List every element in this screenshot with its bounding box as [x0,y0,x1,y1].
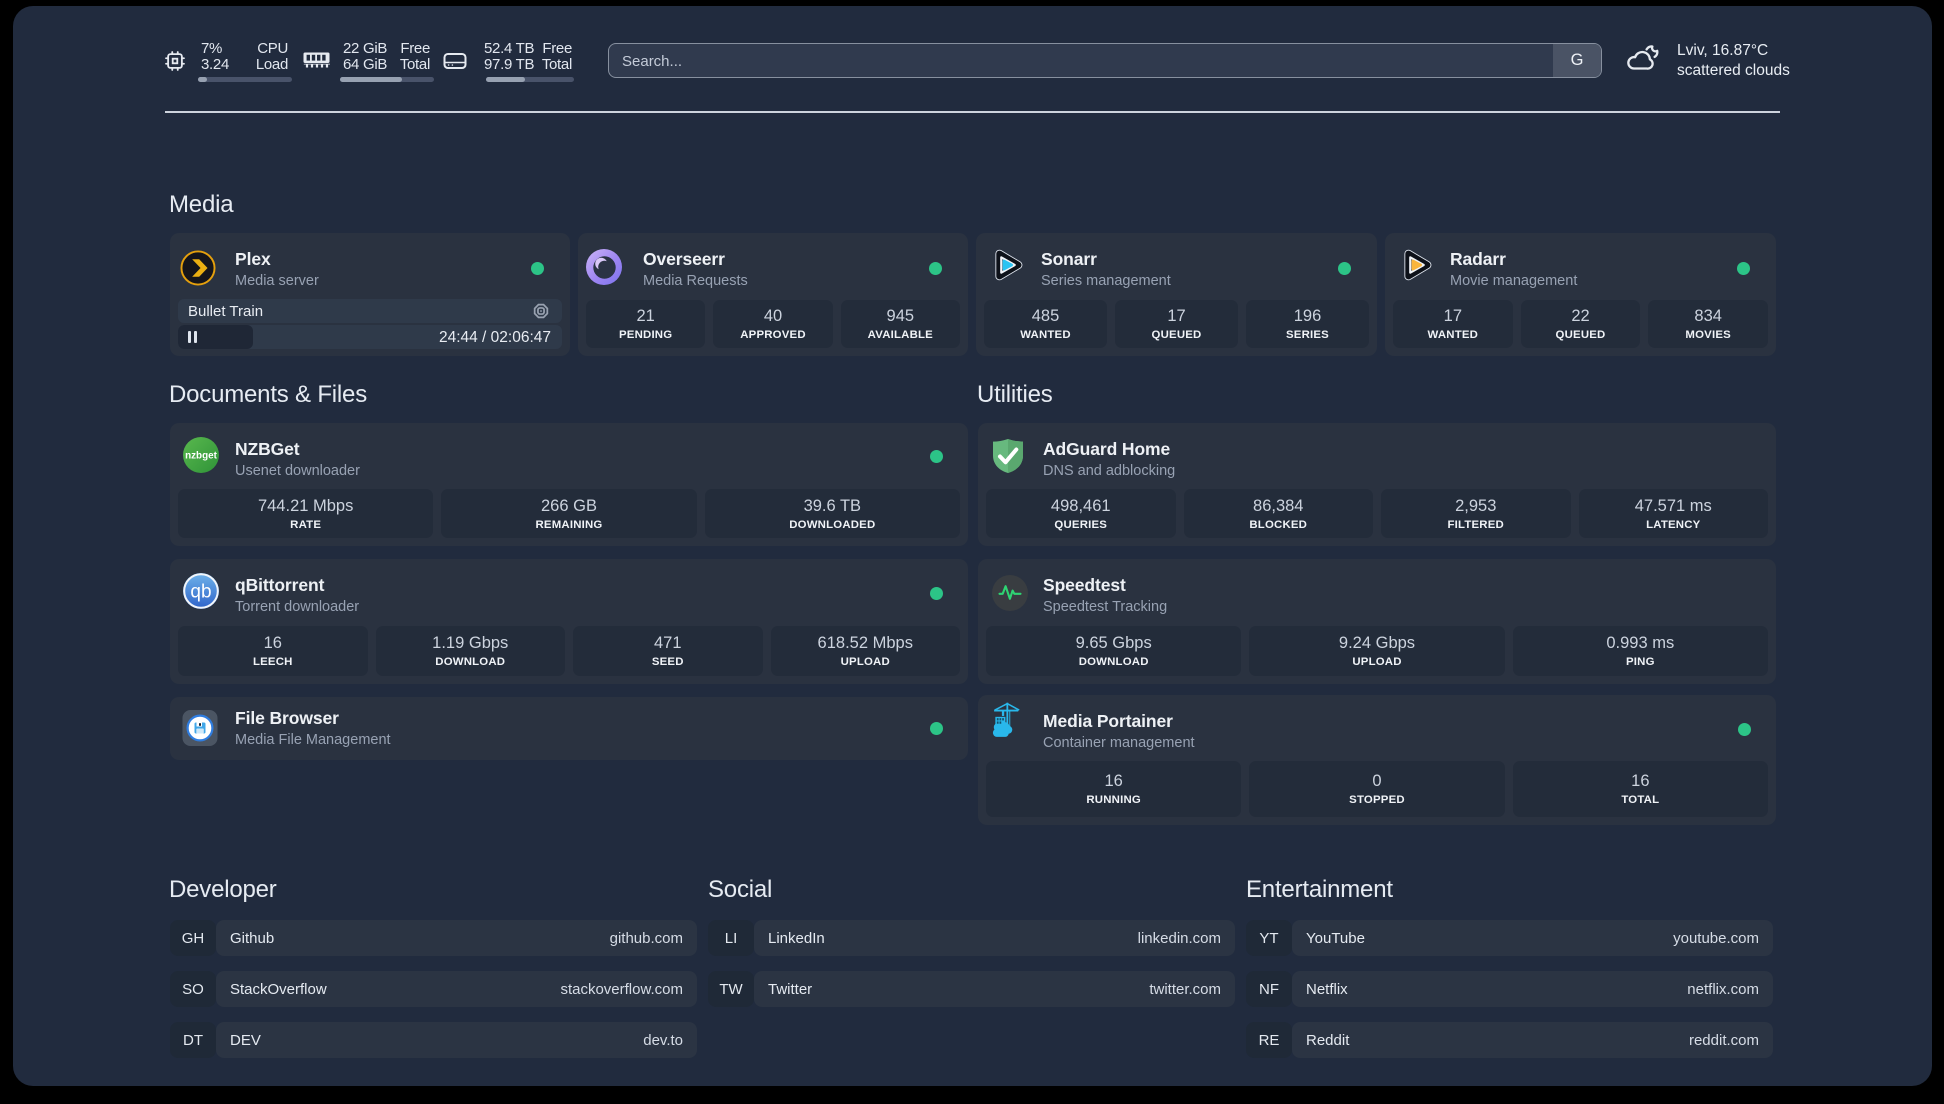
svg-text:nzbget: nzbget [185,450,217,461]
svg-text:qb: qb [190,582,211,603]
